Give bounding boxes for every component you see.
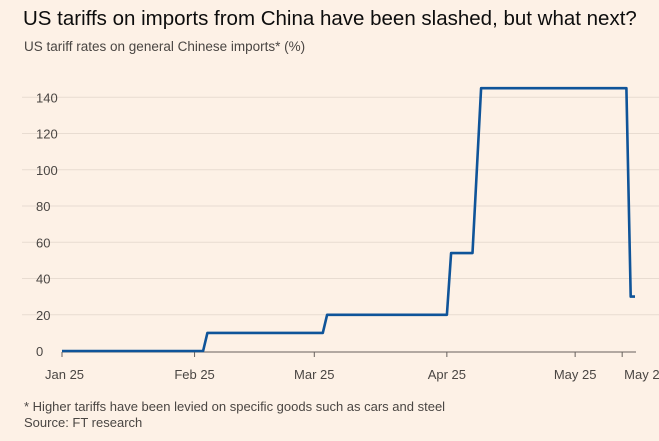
source-note: Source: FT research — [24, 415, 143, 430]
x-tick-label: Mar 25 — [294, 367, 334, 382]
y-tick-label: 40 — [36, 272, 50, 287]
chart-title: US tariffs on imports from China have be… — [23, 7, 637, 30]
y-tick-label: 0 — [36, 344, 43, 359]
tariff-rate-line — [62, 86, 635, 353]
y-tick-label: 140 — [36, 90, 58, 105]
gridlines — [22, 96, 659, 316]
y-tick-labels: 0 20 40 60 80 100 120 140 — [36, 90, 58, 359]
x-tick-label: Feb 25 — [174, 367, 214, 382]
x-tick-label: Jan 25 — [45, 367, 84, 382]
y-tick-label: 20 — [36, 308, 50, 323]
x-tick-label: May 25 — [624, 367, 659, 382]
footnote: * Higher tariffs have been levied on spe… — [24, 399, 446, 414]
y-tick-label: 80 — [36, 199, 50, 214]
y-tick-label: 60 — [36, 235, 50, 250]
y-tick-label: 100 — [36, 163, 58, 178]
x-axis: Jan 25 Feb 25 Mar 25 Apr 25 May 25 May 25 — [45, 351, 659, 382]
chart-subtitle: US tariff rates on general Chinese impor… — [24, 39, 306, 54]
x-tick-label: May 25 — [554, 367, 597, 382]
x-tick-label: Apr 25 — [428, 367, 466, 382]
series-layer — [62, 86, 635, 353]
y-tick-label: 120 — [36, 127, 58, 142]
